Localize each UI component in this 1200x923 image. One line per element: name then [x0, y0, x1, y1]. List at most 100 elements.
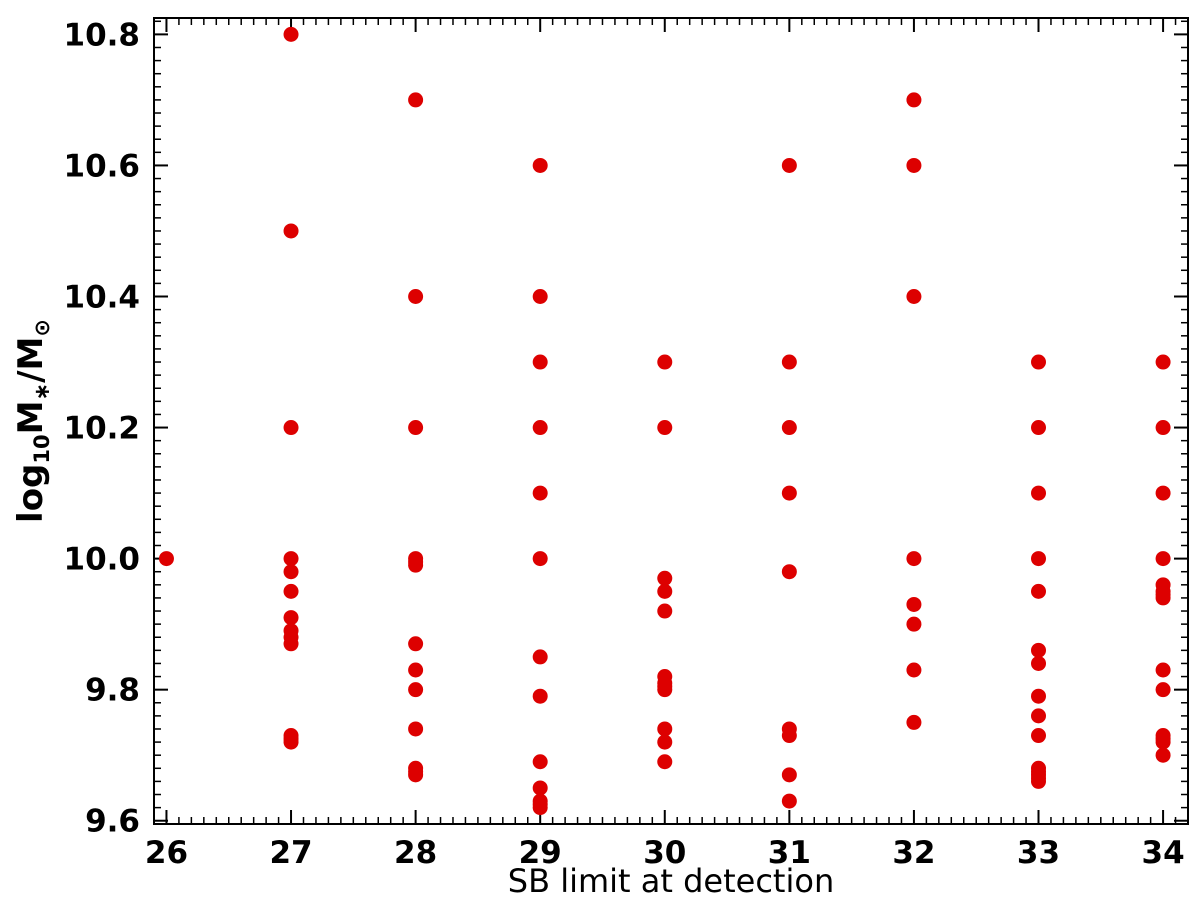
data-point — [1155, 747, 1171, 763]
data-point — [657, 754, 673, 770]
data-point — [283, 610, 299, 626]
data-point — [1031, 420, 1047, 436]
plot-frame — [153, 17, 1189, 825]
y-tick-label: 10.0 — [64, 542, 141, 578]
data-point — [1031, 688, 1047, 704]
data-point — [1031, 655, 1047, 671]
data-point — [781, 420, 797, 436]
data-point — [532, 780, 548, 796]
data-point — [532, 485, 548, 501]
y-axis-title-sub-star: ∗ — [30, 383, 54, 401]
data-point — [1031, 583, 1047, 599]
y-tick-label: 10.2 — [64, 411, 141, 447]
minor-ticks — [153, 18, 1189, 824]
data-point — [1155, 682, 1171, 698]
data-point — [906, 596, 922, 612]
data-point — [1031, 485, 1047, 501]
data-point — [408, 636, 424, 652]
data-point — [906, 92, 922, 108]
data-point — [1155, 354, 1171, 370]
data-point — [906, 157, 922, 173]
y-tick-label: 9.8 — [85, 673, 140, 709]
data-point — [657, 721, 673, 737]
x-tick-label: 30 — [643, 835, 686, 871]
data-point — [657, 682, 673, 698]
data-point — [408, 767, 424, 783]
y-tick-label: 10.8 — [64, 17, 141, 53]
data-point — [532, 157, 548, 173]
data-point — [781, 564, 797, 580]
data-point — [408, 288, 424, 304]
data-point — [283, 223, 299, 239]
data-point — [657, 734, 673, 750]
x-tick-label: 33 — [1017, 835, 1060, 871]
data-point — [781, 793, 797, 809]
data-point — [1031, 773, 1047, 789]
x-tick-label: 29 — [519, 835, 562, 871]
data-point — [1155, 551, 1171, 567]
data-point — [283, 420, 299, 436]
data-point — [1031, 551, 1047, 567]
x-tick-label: 32 — [892, 835, 935, 871]
data-point — [1031, 728, 1047, 744]
data-point — [1031, 642, 1047, 658]
data-point — [283, 583, 299, 599]
y-tick-label: 10.6 — [64, 148, 141, 184]
data-point — [532, 288, 548, 304]
y-axis-title-log: log — [11, 464, 51, 523]
data-point — [906, 288, 922, 304]
data-point — [408, 682, 424, 698]
data-point — [906, 714, 922, 730]
data-point — [532, 754, 548, 770]
data-point — [1155, 590, 1171, 606]
data-point — [657, 354, 673, 370]
data-point — [906, 551, 922, 567]
data-point — [1155, 420, 1171, 436]
data-point — [283, 564, 299, 580]
data-point — [283, 636, 299, 652]
x-tick-label: 27 — [269, 835, 312, 871]
data-point — [532, 551, 548, 567]
data-point — [781, 767, 797, 783]
x-tick-label: 34 — [1142, 835, 1185, 871]
data-point — [1155, 662, 1171, 678]
data-point — [781, 485, 797, 501]
data-point — [532, 649, 548, 665]
data-point — [408, 721, 424, 737]
data-point — [781, 157, 797, 173]
data-point — [532, 800, 548, 816]
data-point — [906, 662, 922, 678]
data-point — [906, 616, 922, 632]
data-point — [657, 603, 673, 619]
data-point — [283, 26, 299, 42]
data-point — [532, 420, 548, 436]
data-point — [657, 420, 673, 436]
y-tick-label: 10.4 — [64, 279, 141, 315]
data-point — [532, 688, 548, 704]
major-ticks — [154, 18, 1188, 824]
data-point — [1155, 734, 1171, 750]
data-point — [657, 570, 673, 586]
x-axis-title: SB limit at detection — [508, 862, 834, 900]
y-axis-title-msun: /M — [11, 337, 51, 383]
data-point — [408, 662, 424, 678]
x-tick-label: 26 — [145, 835, 188, 871]
data-point — [408, 92, 424, 108]
data-points — [158, 26, 1171, 816]
data-point — [781, 728, 797, 744]
x-tick-labels: 26 27 28 29 30 31 32 33 34 — [145, 835, 1185, 871]
y-tick-label: 9.6 — [85, 804, 140, 840]
x-tick-label: 31 — [768, 835, 811, 871]
data-point — [1031, 354, 1047, 370]
y-tick-labels: 9.6 9.8 10.0 10.2 10.4 10.6 10.8 — [64, 17, 141, 839]
data-point — [1031, 708, 1047, 724]
data-point — [283, 551, 299, 567]
y-axis-title: log10M∗/M⊙ — [11, 319, 54, 523]
y-axis-title-sub-sun: ⊙ — [30, 319, 54, 337]
data-point — [781, 354, 797, 370]
data-point — [158, 551, 174, 567]
data-point — [408, 557, 424, 573]
y-axis-title-m: M — [11, 401, 51, 435]
data-point — [408, 420, 424, 436]
